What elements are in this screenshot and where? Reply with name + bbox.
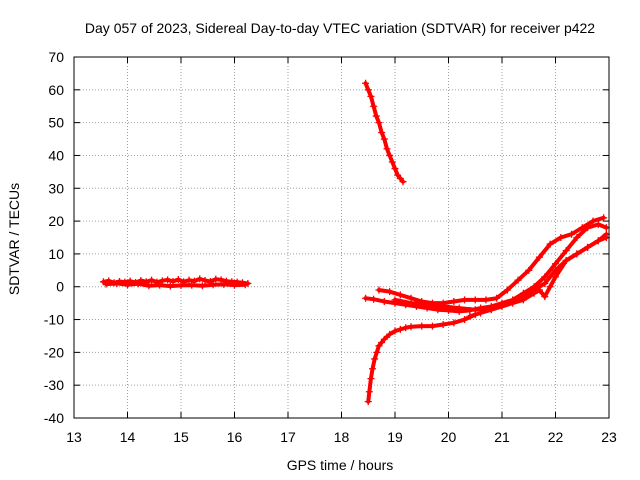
y-tick-label: -10 xyxy=(44,312,64,328)
y-tick-label: 60 xyxy=(48,82,64,98)
grid xyxy=(74,57,609,418)
y-tick-label: -40 xyxy=(44,410,64,426)
x-tick-label: 17 xyxy=(280,429,296,445)
series-trace xyxy=(366,312,478,404)
x-tick-label: 16 xyxy=(227,429,243,445)
series-trace xyxy=(467,232,609,319)
y-tick-label: 50 xyxy=(48,115,64,131)
series-trace xyxy=(393,235,609,312)
series-trace xyxy=(363,81,406,184)
x-tick-label: 18 xyxy=(334,429,350,445)
y-tick-label: 70 xyxy=(48,49,64,65)
series-trace xyxy=(104,281,248,289)
x-tick-label: 13 xyxy=(66,429,82,445)
y-tick-label: 30 xyxy=(48,180,64,196)
y-tick-label: 0 xyxy=(56,279,64,295)
x-axis-label: GPS time / hours xyxy=(287,457,394,473)
y-tick-label: -30 xyxy=(44,377,64,393)
chart-title: Day 057 of 2023, Sidereal Day-to-day VTE… xyxy=(85,20,595,36)
ticks: 13 14 15 16 17 18 19 20 21 22 23 -40 -30 -20 -10 0 10 20 3… xyxy=(44,49,617,445)
x-tick-label: 20 xyxy=(441,429,457,445)
y-tick-label: 10 xyxy=(48,246,64,262)
y-tick-label: -20 xyxy=(44,344,64,360)
series-trace xyxy=(376,215,606,306)
y-tick-label: 20 xyxy=(48,213,64,229)
x-tick-label: 15 xyxy=(173,429,189,445)
data-points xyxy=(99,79,610,406)
x-tick-label: 19 xyxy=(387,429,403,445)
y-axis-label: SDTVAR / TECUs xyxy=(6,183,22,295)
x-tick-label: 14 xyxy=(120,429,136,445)
plot-frame xyxy=(73,56,610,419)
x-tick-label: 22 xyxy=(548,429,564,445)
y-tick-label: 40 xyxy=(48,147,64,163)
x-tick-label: 21 xyxy=(494,429,510,445)
x-tick-label: 23 xyxy=(601,429,617,445)
